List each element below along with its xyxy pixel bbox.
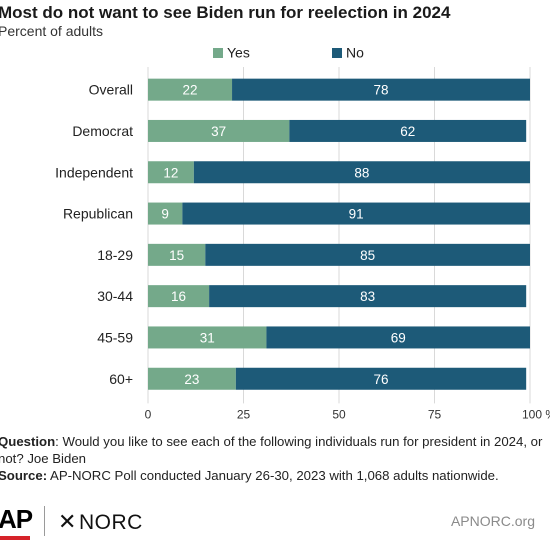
data-label-no: 85 <box>360 248 375 263</box>
data-label-no: 83 <box>360 289 375 304</box>
category-label: Independent <box>55 164 133 180</box>
data-label-yes: 31 <box>200 330 215 345</box>
data-label-no: 76 <box>374 372 389 387</box>
bar-segment-no <box>205 243 531 266</box>
ap-logo: AP <box>0 504 33 534</box>
data-label-yes: 9 <box>161 207 169 222</box>
stacked-bar-chart: 0 25 50 75 100 % Yes No Overall 22 78 Democrat 37 62… <box>55 45 550 422</box>
legend-label-yes: Yes <box>227 45 250 61</box>
category-label: Overall <box>89 82 133 98</box>
bar-segment-yes <box>148 161 194 184</box>
chart-subtitle: Percent of adults <box>0 23 104 39</box>
bar-segment-no <box>209 285 527 308</box>
ap-logo-underline <box>0 536 30 540</box>
bar-segment-yes <box>148 243 206 266</box>
bar-segment-no <box>266 326 530 349</box>
bar-segment-no <box>182 202 530 225</box>
bar-segment-yes <box>148 119 290 142</box>
bar-segment-yes <box>148 202 183 225</box>
x-tick-label: 50 <box>332 407 346 421</box>
norc-logo: ✕NORC <box>58 509 143 535</box>
bar-segment-no <box>193 161 530 184</box>
norc-star-icon: ✕ <box>58 509 77 534</box>
data-label-yes: 16 <box>171 289 186 304</box>
legend-label-no: No <box>346 45 364 61</box>
bar-segment-yes <box>148 326 267 349</box>
data-label-yes: 22 <box>183 83 198 98</box>
bar-segment-yes <box>148 367 236 390</box>
category-label: 30-44 <box>97 288 133 304</box>
bar-segment-yes <box>148 78 233 101</box>
data-label-no: 88 <box>354 165 369 180</box>
category-label: 60+ <box>109 371 133 387</box>
data-label-yes: 15 <box>169 248 184 263</box>
category-label: Republican <box>63 206 133 222</box>
footer-url: APNORC.org <box>450 513 535 529</box>
x-tick-label: 0 <box>145 407 152 421</box>
chart-notes: Question: Would you like to see each of … <box>0 433 546 484</box>
data-label-no: 62 <box>400 124 415 139</box>
source-label: Source: <box>0 468 48 483</box>
bar-segment-no <box>289 119 527 142</box>
category-label: 45-59 <box>97 329 133 345</box>
category-label: Democrat <box>72 123 133 139</box>
question-note: Question: Would you like to see each of … <box>0 433 546 467</box>
category-label: 18-29 <box>97 247 133 263</box>
x-tick-label: 25 <box>237 407 251 421</box>
bar-segment-no <box>235 367 527 390</box>
legend-swatch-yes <box>213 48 223 58</box>
data-label-yes: 37 <box>211 124 226 139</box>
data-label-no: 91 <box>349 207 364 222</box>
data-label-yes: 23 <box>184 372 199 387</box>
chart-title: Most do not want to see Biden run for re… <box>0 3 451 22</box>
data-label-no: 78 <box>374 83 389 98</box>
x-tick-label: 100 % <box>522 407 550 421</box>
footer-divider <box>44 506 45 536</box>
source-text: AP-NORC Poll conducted January 26-30, 20… <box>47 468 499 483</box>
x-tick-label: 75 <box>428 407 442 421</box>
norc-logo-text: NORC <box>78 511 143 534</box>
bar-segment-no <box>232 78 531 101</box>
source-note: Source: AP-NORC Poll conducted January 2… <box>0 467 546 484</box>
legend-swatch-no <box>332 48 342 58</box>
data-label-no: 69 <box>391 330 406 345</box>
question-label: Question <box>0 434 56 449</box>
data-label-yes: 12 <box>163 165 178 180</box>
bar-segment-yes <box>148 285 210 308</box>
question-text: : Would you like to see each of the foll… <box>0 434 543 466</box>
